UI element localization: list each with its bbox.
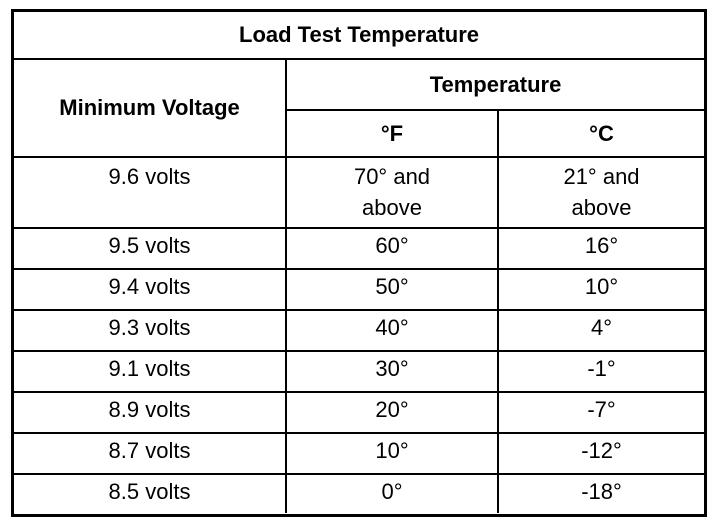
voltage-cell: 9.4 volts [14,268,287,311]
table-row: 9.4 volts 50° 10° [14,268,705,311]
fahrenheit-cell: 0° [285,473,499,513]
celsius-cell: 16° [496,227,705,270]
fahrenheit-cell: 70° and above [285,156,499,229]
celsius-line-1: 21° and [563,164,640,189]
header-minimum-voltage: Minimum Voltage [14,58,287,158]
celsius-cell: -12° [496,432,705,475]
voltage-cell: 9.1 volts [14,350,287,393]
load-test-temperature-table: Load Test Temperature Minimum Voltage Te… [14,12,705,513]
celsius-cell: 4° [496,309,705,352]
fahrenheit-line-2: above [362,195,422,220]
fahrenheit-cell: 10° [285,432,499,475]
fahrenheit-line-1: 70° and [353,164,431,189]
header-temperature: Temperature [284,58,705,111]
fahrenheit-cell: 60° [285,227,499,270]
table-row: 9.5 volts 60° 16° [14,227,705,270]
table-row: 8.9 volts 20° -7° [14,391,705,434]
voltage-cell: 8.5 volts [14,473,287,513]
header-celsius: °C [496,109,705,158]
voltage-cell: 8.7 volts [14,432,287,475]
table-row: 8.7 volts 10° -12° [14,432,705,475]
table-row: 9.6 volts 70° and above 21° and above [14,156,705,229]
table-title: Load Test Temperature [14,12,705,60]
voltage-cell: 9.5 volts [14,227,287,270]
voltage-cell: 8.9 volts [14,391,287,434]
fahrenheit-cell: 40° [285,309,499,352]
fahrenheit-cell: 30° [285,350,499,393]
celsius-cell: 21° and above [496,156,705,229]
voltage-cell: 9.3 volts [14,309,287,352]
fahrenheit-cell: 20° [285,391,499,434]
load-test-table-frame: Load Test Temperature Minimum Voltage Te… [11,9,707,517]
table-row: 9.1 volts 30° -1° [14,350,705,393]
celsius-cell: -1° [496,350,705,393]
table-row: 8.5 volts 0° -18° [14,473,705,513]
celsius-line-2: above [571,195,632,220]
celsius-cell: -18° [496,473,705,513]
header-fahrenheit: °F [286,109,499,158]
fahrenheit-cell: 50° [285,268,499,311]
celsius-cell: 10° [496,268,705,311]
voltage-cell: 9.6 volts [14,156,287,229]
table-row: 9.3 volts 40° 4° [14,309,705,352]
celsius-cell: -7° [496,391,705,434]
